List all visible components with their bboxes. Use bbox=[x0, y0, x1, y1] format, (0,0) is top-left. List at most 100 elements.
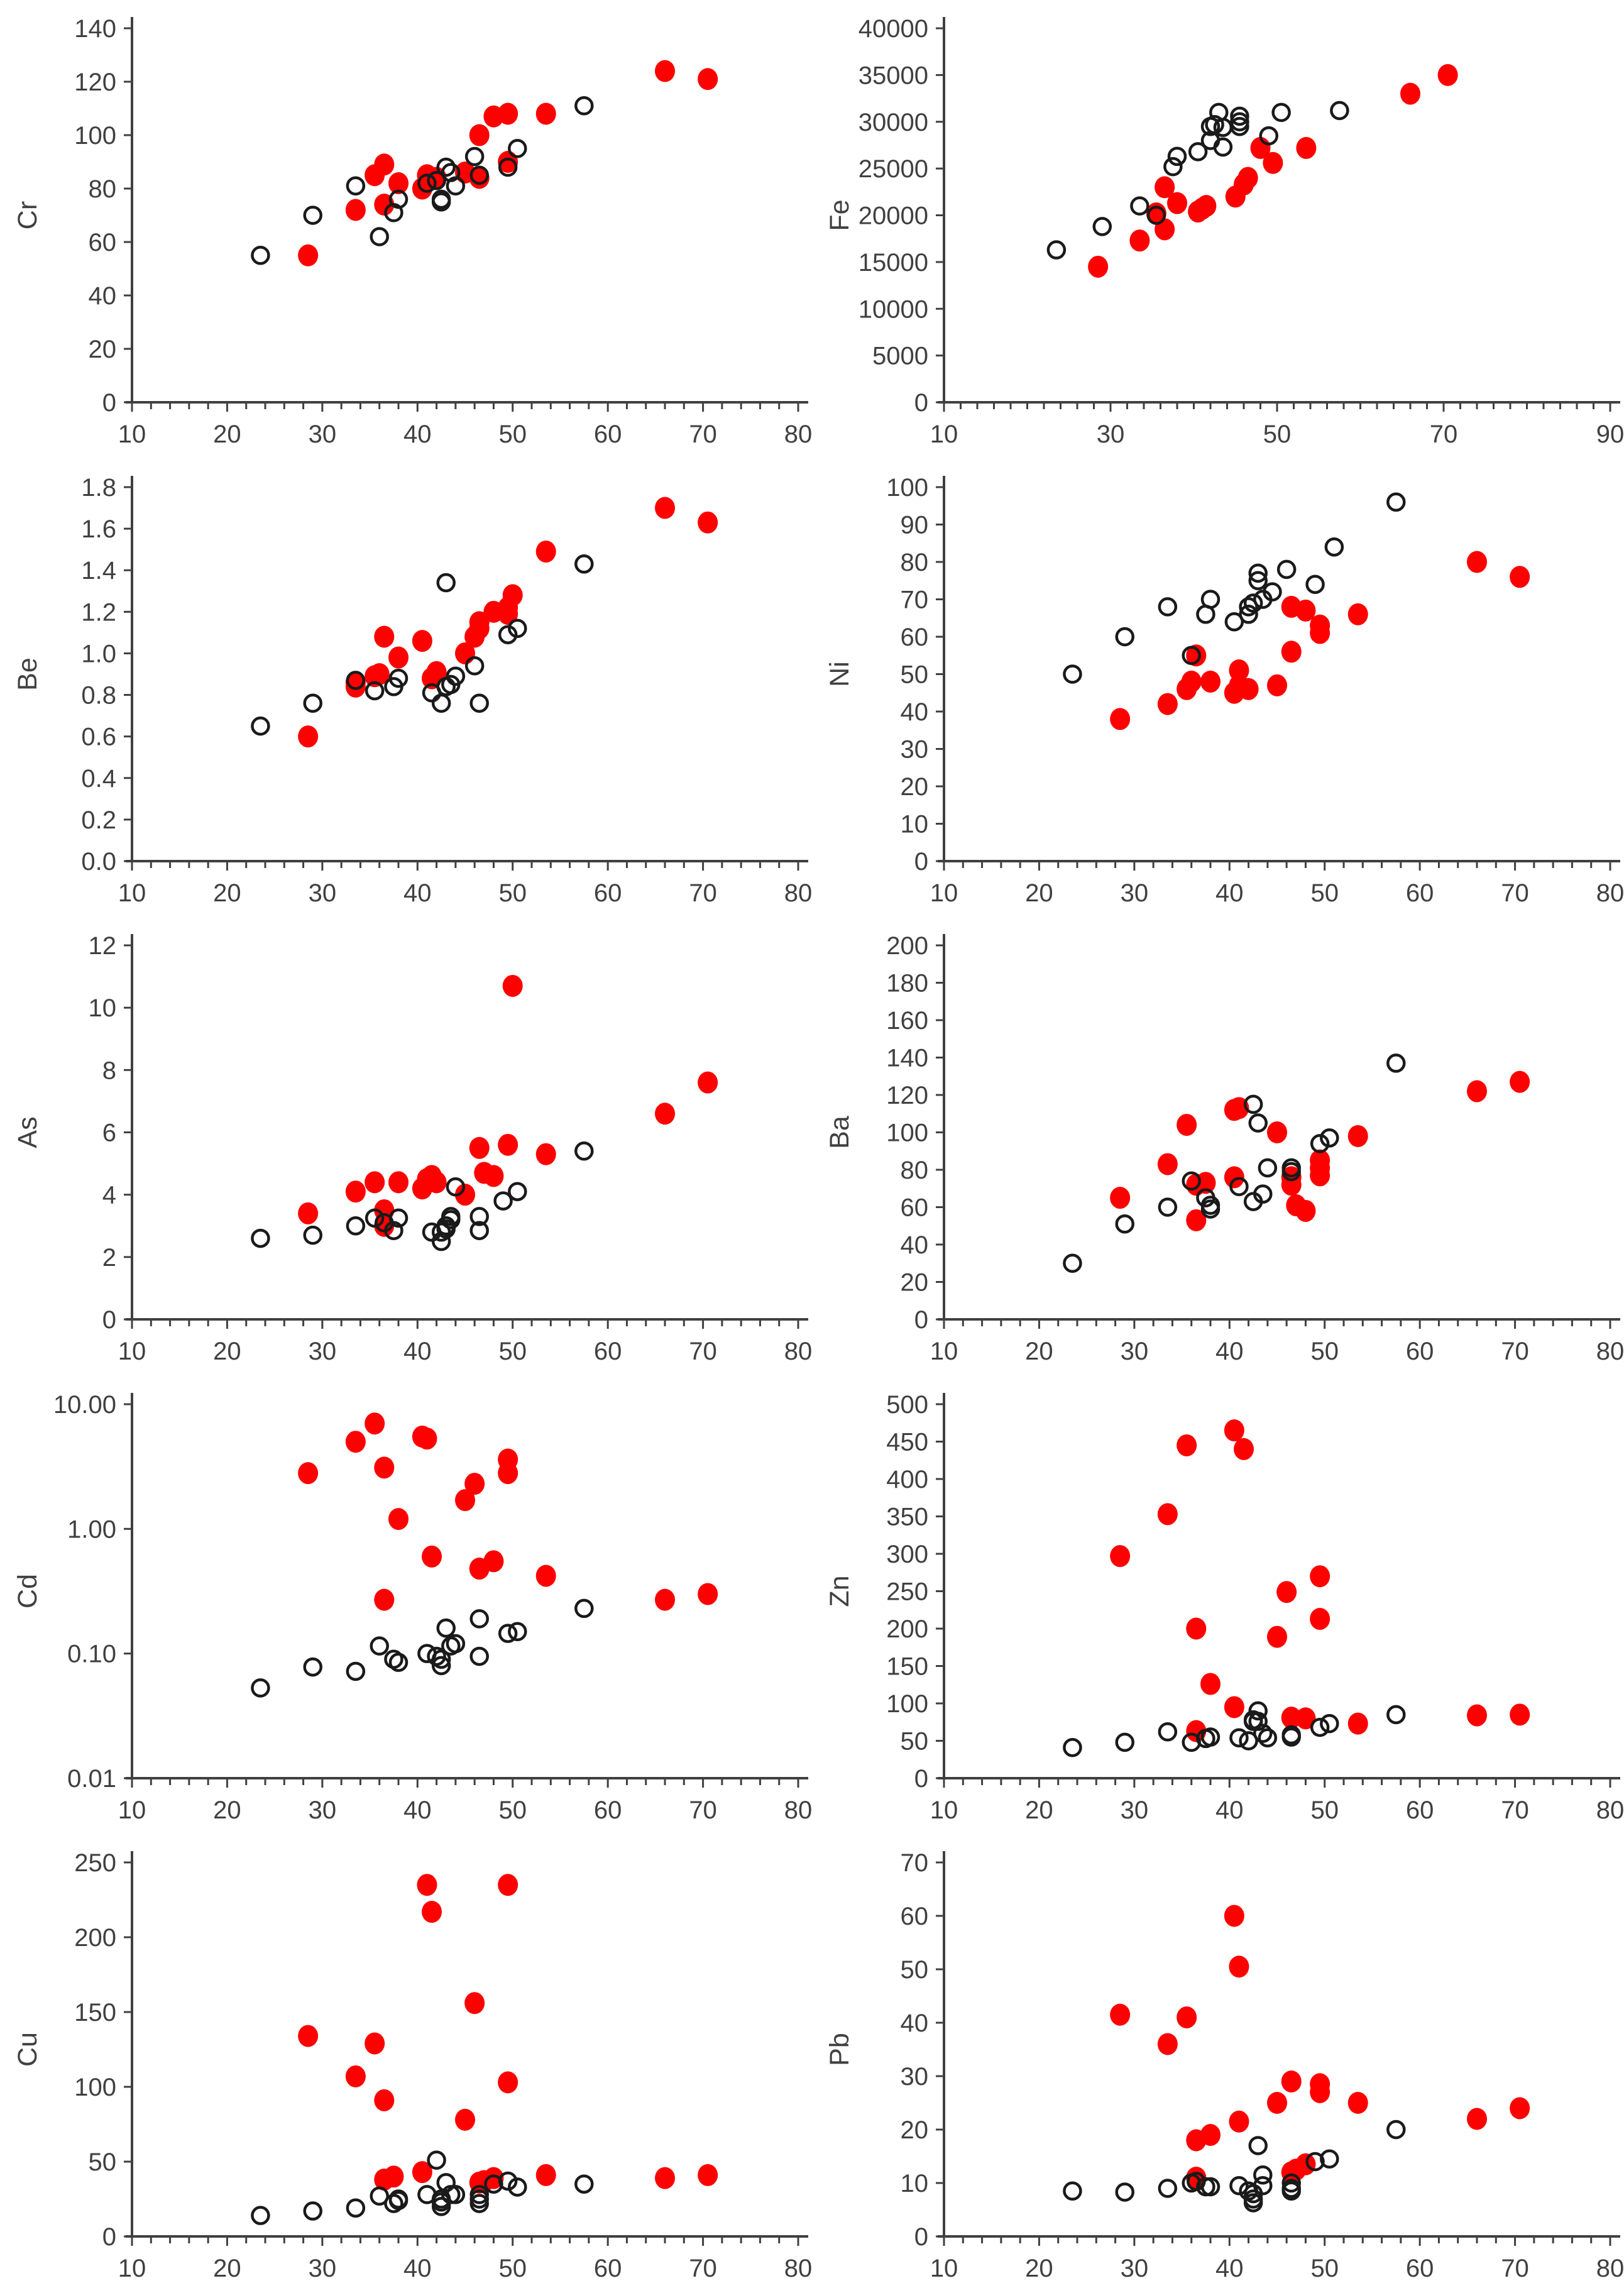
data-point-open-circle bbox=[1258, 1728, 1278, 1747]
y-tick-label: 35000 bbox=[859, 62, 928, 89]
data-point-open-circle bbox=[1188, 142, 1208, 162]
data-point-open-circle bbox=[1253, 2165, 1273, 2185]
y-axis-title: Ni bbox=[825, 661, 855, 687]
y-tick-label: 0.4 bbox=[81, 764, 116, 792]
data-point-red-filled bbox=[388, 646, 409, 669]
data-point-open-circle bbox=[1115, 1732, 1134, 1752]
x-tick-label: 30 bbox=[309, 879, 337, 907]
data-point-open-circle bbox=[1281, 1725, 1301, 1745]
data-point-red-filled bbox=[655, 1588, 675, 1611]
chart-cd-vs-v: 0.01 0.10 1.00 10.00 10 20 30 40 50 60 70 80 V Cd bbox=[0, 1376, 812, 1835]
data-point-open-circle bbox=[464, 146, 485, 167]
data-point-open-circle bbox=[1230, 106, 1249, 126]
x-tick-label: 90 bbox=[1596, 421, 1624, 448]
x-tick-label: 20 bbox=[213, 879, 241, 907]
data-point-open-circle bbox=[1200, 1727, 1221, 1747]
x-axis-title: V bbox=[456, 915, 475, 918]
data-point-open-circle bbox=[1063, 2181, 1082, 2201]
data-point-open-circle bbox=[436, 157, 456, 177]
data-point-red-filled bbox=[426, 661, 447, 683]
y-tick-label: 100 bbox=[74, 122, 116, 150]
data-point-red-filled bbox=[1281, 1706, 1302, 1729]
y-tick-label: 0.10 bbox=[67, 1640, 116, 1668]
x-tick-label: 70 bbox=[689, 1338, 717, 1365]
data-point-open-circle bbox=[498, 625, 518, 644]
x-tick-label: 10 bbox=[118, 2255, 146, 2282]
y-tick-label: 5000 bbox=[872, 343, 928, 370]
data-point-red-filled bbox=[345, 2065, 366, 2088]
data-point-red-filled bbox=[698, 1071, 718, 1094]
y-tick-label: 1.00 bbox=[67, 1515, 116, 1543]
data-point-red-filled bbox=[1167, 192, 1187, 214]
x-tick-label: 60 bbox=[1406, 2255, 1434, 2282]
x-tick-label: 40 bbox=[403, 1796, 432, 1824]
data-point-open-circle bbox=[417, 173, 437, 193]
data-point-open-circle bbox=[431, 1656, 451, 1675]
data-point-red-filled bbox=[298, 1461, 319, 1484]
data-point-open-circle bbox=[427, 2150, 446, 2170]
y-tick-label: 450 bbox=[886, 1428, 928, 1456]
data-point-red-filled bbox=[1267, 1625, 1287, 1648]
data-point-red-filled bbox=[374, 2089, 395, 2112]
data-point-red-filled bbox=[469, 124, 490, 146]
data-point-open-circle bbox=[1248, 571, 1268, 590]
data-point-open-circle bbox=[251, 1678, 270, 1698]
data-point-open-circle bbox=[1320, 1128, 1339, 1148]
y-tick-label: 90 bbox=[901, 511, 929, 539]
data-point-red-filled bbox=[1157, 1153, 1178, 1175]
y-axis-title: Ba bbox=[825, 1116, 855, 1149]
data-point-red-filled bbox=[383, 2165, 404, 2188]
data-point-red-filled bbox=[655, 497, 675, 519]
data-point-open-circle bbox=[1248, 1701, 1268, 1720]
chart-canvas-pb: 0102030405060701020304050607080VPb bbox=[825, 1849, 1624, 2293]
data-point-open-circle bbox=[251, 246, 270, 265]
data-point-open-circle bbox=[446, 2185, 466, 2204]
x-tick-label: 30 bbox=[309, 1796, 337, 1824]
data-point-red-filled bbox=[1195, 1172, 1216, 1194]
y-tick-label: 12 bbox=[89, 932, 117, 960]
x-tick-label: 50 bbox=[498, 2255, 527, 2282]
y-tick-label: 500 bbox=[886, 1391, 928, 1419]
data-point-open-circle bbox=[1320, 1713, 1339, 1734]
data-point-open-circle bbox=[431, 189, 451, 209]
x-tick-label: 40 bbox=[1215, 1796, 1244, 1824]
x-axis-title: V bbox=[1268, 915, 1287, 918]
data-point-red-filled bbox=[388, 1171, 409, 1194]
x-tick-label: 50 bbox=[1310, 1338, 1339, 1365]
x-axis-title: V bbox=[1268, 1832, 1287, 1835]
data-point-red-filled bbox=[1295, 599, 1316, 622]
data-point-open-circle bbox=[493, 1191, 513, 1211]
data-point-red-filled bbox=[1347, 1125, 1368, 1148]
data-point-open-circle bbox=[388, 668, 409, 688]
x-tick-label: 30 bbox=[309, 421, 337, 448]
x-tick-label: 50 bbox=[498, 879, 527, 907]
y-tick-label: 180 bbox=[886, 970, 928, 998]
data-point-open-circle bbox=[1281, 1158, 1301, 1178]
y-axis-title: Cu bbox=[13, 2032, 43, 2067]
data-point-open-circle bbox=[574, 554, 594, 574]
data-point-red-filled bbox=[1467, 2108, 1487, 2130]
x-tick-label: 20 bbox=[213, 421, 241, 448]
data-point-red-filled bbox=[469, 167, 490, 189]
y-tick-label: 200 bbox=[886, 1615, 928, 1643]
data-point-red-filled bbox=[535, 540, 556, 563]
data-point-open-circle bbox=[1092, 217, 1112, 236]
y-tick-label: 20 bbox=[901, 1269, 929, 1297]
data-point-red-filled bbox=[1467, 551, 1487, 573]
data-point-red-filled bbox=[298, 1202, 319, 1225]
data-point-open-circle bbox=[498, 1624, 518, 1643]
data-point-open-circle bbox=[508, 1622, 527, 1641]
data-point-open-circle bbox=[1229, 2176, 1249, 2196]
data-point-open-circle bbox=[1386, 2120, 1406, 2140]
x-axis-title: V bbox=[1268, 1373, 1287, 1376]
y-tick-label: 40 bbox=[901, 698, 929, 726]
data-point-open-circle bbox=[446, 1177, 466, 1197]
data-point-open-circle bbox=[1163, 157, 1183, 177]
data-point-red-filled bbox=[1186, 644, 1207, 666]
y-tick-label: 100 bbox=[886, 1119, 928, 1147]
data-point-open-circle bbox=[1305, 575, 1325, 594]
x-tick-label: 70 bbox=[1501, 879, 1529, 907]
data-point-red-filled bbox=[1295, 1200, 1316, 1223]
data-point-red-filled bbox=[422, 1545, 442, 1568]
x-tick-label: 60 bbox=[594, 879, 622, 907]
